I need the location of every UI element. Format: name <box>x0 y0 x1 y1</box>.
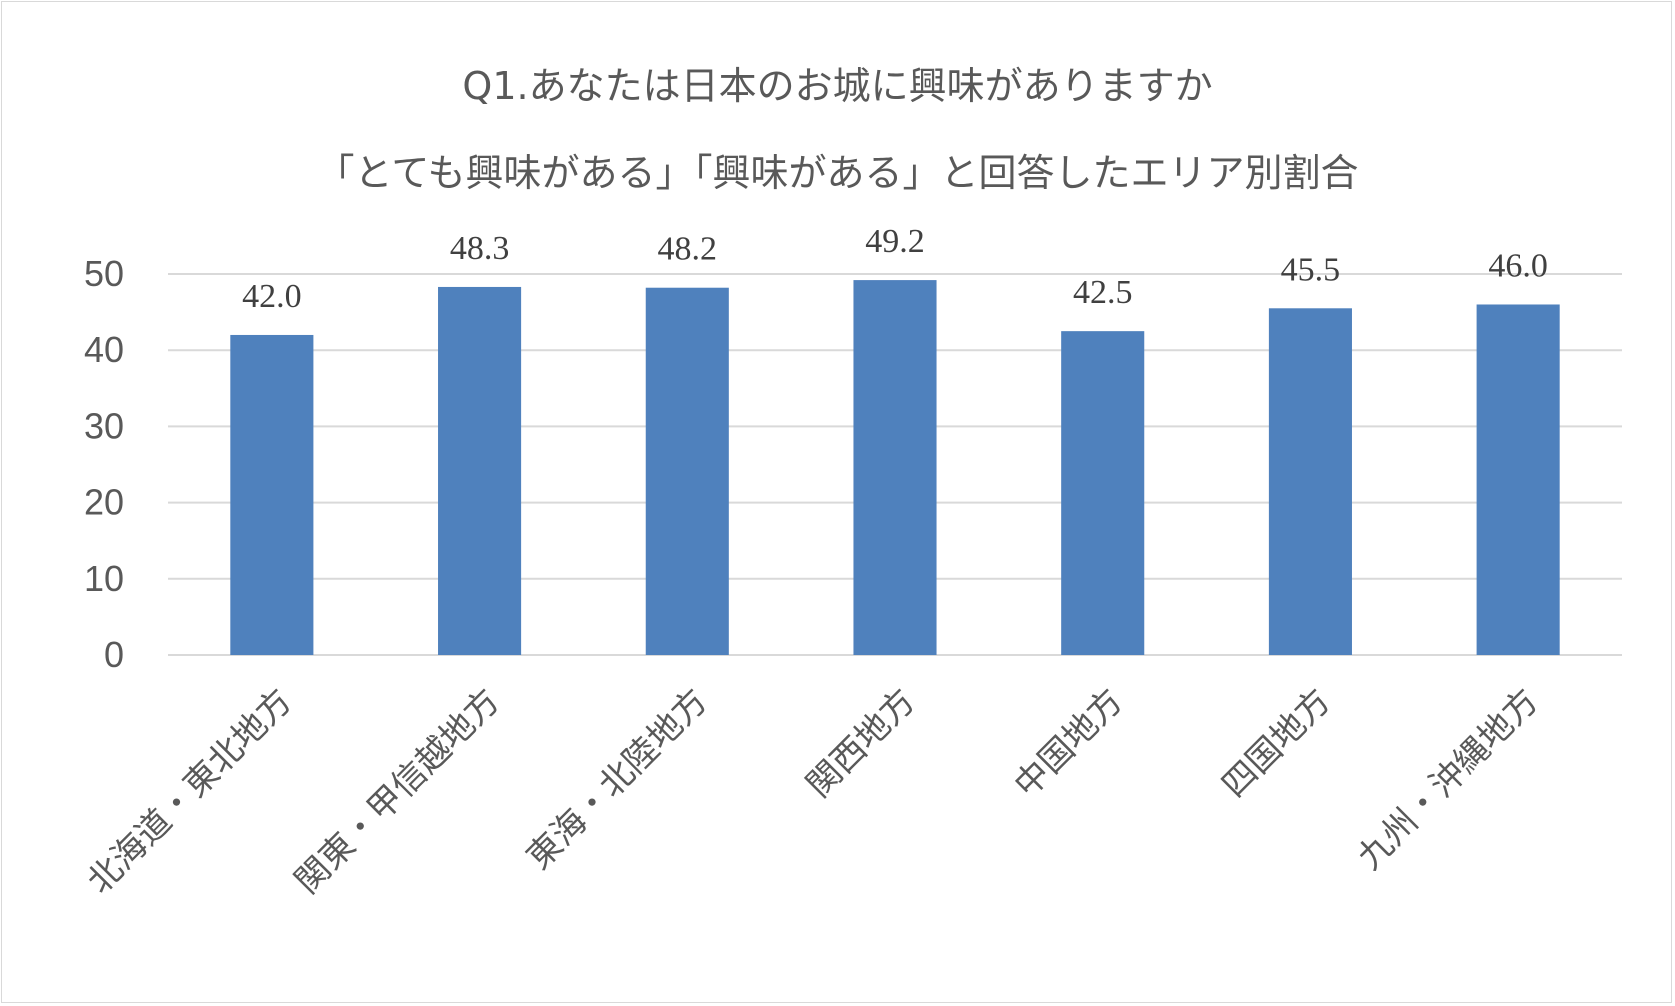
y-tick-label: 40 <box>84 329 124 370</box>
bar-4 <box>853 280 937 655</box>
y-axis-ticks: 0 10 20 30 40 50 <box>84 253 124 675</box>
data-label: 48.3 <box>450 230 510 267</box>
x-tick-label: 四国地方 <box>1214 681 1338 805</box>
chart-title-line-1: Q1.あなたは日本のお城に興味がありますか <box>462 64 1213 108</box>
x-tick-label: 九州・沖縄地方 <box>1350 681 1547 878</box>
y-tick-label: 0 <box>104 634 124 675</box>
y-tick-label: 50 <box>84 253 124 294</box>
data-label: 48.2 <box>658 231 718 268</box>
data-label: 45.5 <box>1281 251 1341 288</box>
y-tick-label: 30 <box>84 405 124 446</box>
bar-5 <box>1061 331 1145 655</box>
y-tick-label: 20 <box>84 482 124 523</box>
data-label: 46.0 <box>1488 247 1548 284</box>
x-tick-label: 中国地方 <box>1007 681 1131 805</box>
data-label: 42.5 <box>1073 274 1133 311</box>
data-labels: 42.0 48.3 48.2 49.2 42.5 45.5 46.0 <box>242 223 1548 315</box>
x-tick-label: 関東・甲信越地方 <box>287 681 508 902</box>
bar-7 <box>1476 304 1560 655</box>
y-tick-label: 10 <box>84 558 124 599</box>
bar-1 <box>230 334 314 655</box>
bars <box>230 280 1560 655</box>
x-tick-label: 東海・北陸地方 <box>519 681 716 878</box>
bar-3 <box>645 287 729 655</box>
data-label: 42.0 <box>242 278 302 315</box>
data-label: 49.2 <box>865 223 925 260</box>
bar-6 <box>1268 308 1352 655</box>
chart-title-line-2: 「とても興味がある」「興味がある」と回答したエリア別割合 <box>316 151 1359 195</box>
x-tick-label: 関西地方 <box>799 681 923 805</box>
bar-2 <box>438 286 522 655</box>
x-tick-label: 北海道・東北地方 <box>80 681 301 902</box>
